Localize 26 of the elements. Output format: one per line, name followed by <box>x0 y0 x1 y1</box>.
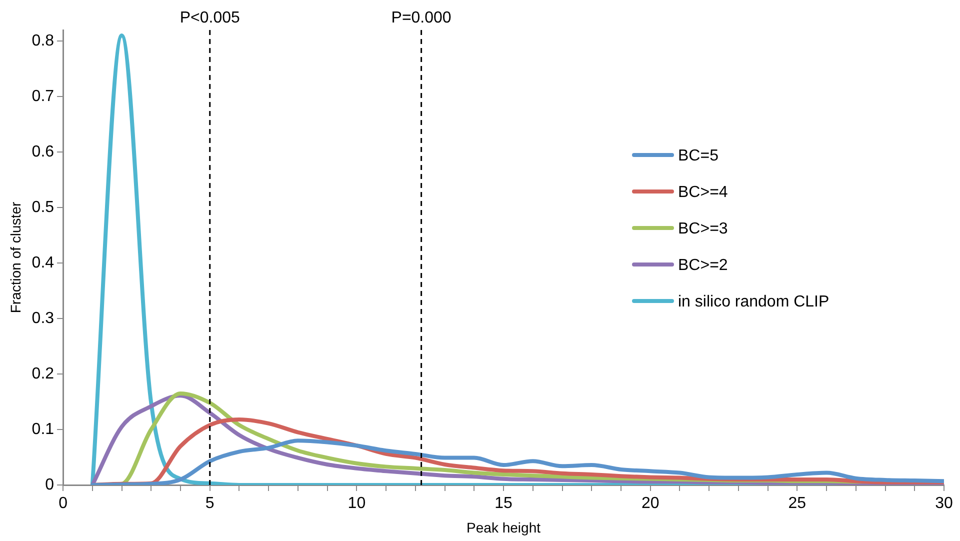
legend-label: BC>=4 <box>678 184 728 201</box>
x-tick-label: 15 <box>494 495 513 512</box>
x-tick-label: 20 <box>641 495 660 512</box>
x-tick-label: 5 <box>205 495 214 512</box>
text: P<0.005 <box>180 9 240 26</box>
x-tick-label: 30 <box>935 495 953 512</box>
x-axis-title: Peak height <box>466 519 541 536</box>
text: P=0.000 <box>391 9 452 26</box>
y-tick-label: 0.5 <box>32 198 54 216</box>
legend-label: in silico random CLIP <box>678 293 830 310</box>
legend-label: BC>=2 <box>678 256 728 274</box>
y-tick-label: 0.7 <box>32 88 54 105</box>
line-series <box>90 438 944 485</box>
y-tick-label: 0.2 <box>32 365 54 382</box>
legend-label: BC=5 <box>678 147 719 164</box>
y-tick-label: 0.4 <box>32 254 54 272</box>
y-axis-title: Fraction of cluster <box>7 202 24 314</box>
x-tick-label: 10 <box>348 495 366 512</box>
y-tick-label: 0.6 <box>32 143 54 160</box>
y-tick-label: 0.3 <box>32 310 54 327</box>
x-tick-label: 0 <box>58 495 68 512</box>
y-tick-label: 0.1 <box>32 420 54 438</box>
x-tick-label: 25 <box>788 495 806 512</box>
legend-label: BC>=3 <box>678 220 728 238</box>
y-tick-label: 0 <box>45 476 54 494</box>
y-tick-label: 0.8 <box>32 32 54 50</box>
